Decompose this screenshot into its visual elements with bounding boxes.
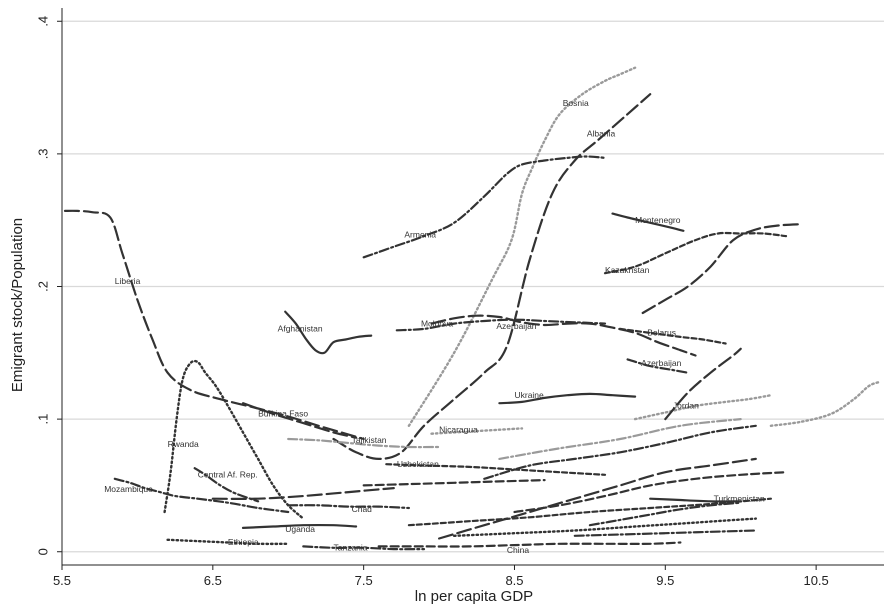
series-line-bosnia [407,66,637,427]
series-line-rwanda [163,359,305,520]
country-label: Nicaragua [439,424,478,434]
x-axis-title: ln per capita GDP [415,588,533,605]
series-line-albania [332,93,652,460]
country-label: China [507,545,529,555]
series-line-liberia [63,209,365,441]
x-tick-label: 9.5 [656,573,674,588]
x-tick-label: 5.5 [53,573,71,588]
series-line-nicaragua [430,427,524,435]
x-tick-label: 6.5 [204,573,222,588]
country-label: Jordan [673,401,699,411]
series-line [438,457,757,540]
x-tick-label: 10.5 [803,573,828,588]
series-line [573,529,757,537]
series-line-china [377,541,682,548]
country-label: Montenegro [635,215,681,225]
y-tick-label: .4 [35,16,50,27]
country-label: Turkmenistan [714,493,765,503]
country-label: Bosnia [563,98,589,108]
series-line [407,497,772,527]
series-line [769,380,881,427]
series-line-moldova [395,318,607,332]
series-line-afghanistan [284,310,373,355]
series-line-azerbaijan [430,314,697,357]
series-line-mozambique [113,477,290,514]
series-line-burkina-faso [241,402,358,439]
country-label: Central Af. Rep. [198,469,258,479]
country-label: Mozambique [104,484,153,494]
series-line-armenia [362,155,607,259]
y-axis-title: Emigrant stock/Population [9,218,26,392]
series-line-tajikistan [287,437,441,449]
series-line-montenegro [611,212,685,232]
country-label: Uzbekistan [397,459,439,469]
axes: 0 .1 .2 .3 .4 5.5 6.5 7.5 8.5 9.5 10.5 [35,8,884,588]
series-line-ethiopia [166,538,290,546]
gridlines [62,20,884,553]
country-label: Armenia [404,229,436,239]
series-line [513,471,788,514]
series-line [664,347,742,421]
y-tick-label: .2 [35,281,50,292]
series-line [211,487,395,500]
country-label: Moldova [421,318,453,328]
country-label: Ukraine [514,390,544,400]
series-line-uzbekistan [385,463,607,476]
country-label: Afghanistan [278,324,323,334]
country-label: Uganda [285,524,315,534]
country-label: Tanzania [333,542,367,552]
series-line [498,418,742,460]
series-line-chad [287,504,410,510]
series-line-belarus [619,327,727,345]
country-label: Azerbaijan [496,321,536,331]
country-label: Tajikistan [352,435,387,445]
country-labels: Liberia Bosnia Albania Armenia Montenegro Kaz… [104,98,765,555]
series-line [641,223,803,315]
y-tick-label: .1 [35,414,50,425]
series-line-tanzania [302,545,426,551]
country-label: Rwanda [168,439,199,449]
series-line [362,479,546,487]
series-line-jordan [633,394,773,421]
country-label: Kazakhstan [605,265,650,275]
series-line-central-af-rep- [193,467,260,503]
series-line-azerbaijan [626,358,689,374]
country-label: Azerbaijan [641,358,681,368]
series-line [452,517,757,537]
y-tick-label: 0 [35,548,50,555]
series-line [483,424,757,480]
series-line-kazakhstan [603,231,788,275]
country-label: Albania [587,129,616,139]
series-line-turkmenistan [649,497,742,503]
series-line [588,501,742,527]
x-tick-label: 8.5 [505,573,523,588]
x-tick-label: 7.5 [355,573,373,588]
series-lines [63,66,881,551]
country-label: Chad [352,504,373,514]
country-label: Ethiopia [228,537,259,547]
y-tick-label: .3 [35,148,50,159]
series-line-ukraine [498,392,637,405]
series-line-uganda [241,523,358,529]
country-label: Burkina Faso [258,408,308,418]
country-label: Liberia [115,276,141,286]
country-label: Belarus [647,328,676,338]
